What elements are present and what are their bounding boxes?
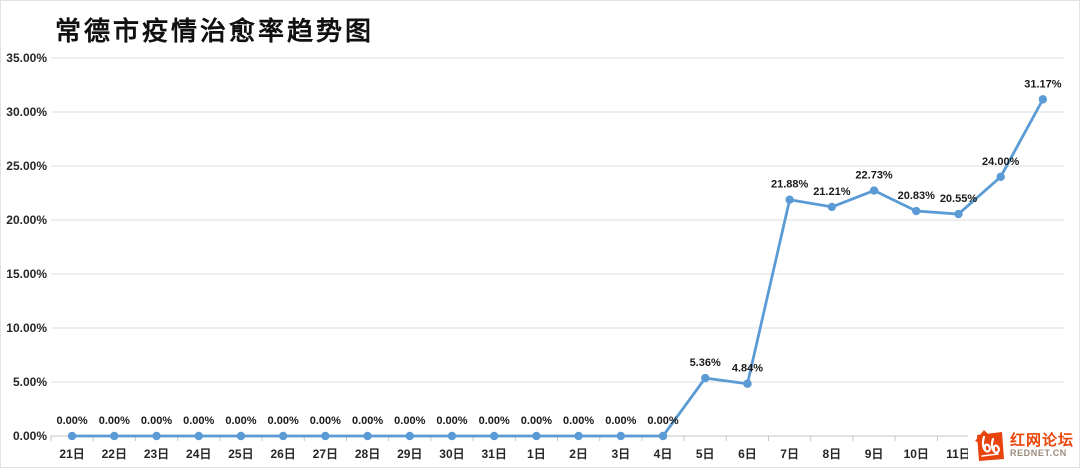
data-point [67, 431, 77, 441]
y-tick-label: 20.00% [6, 213, 47, 227]
data-label: 31.17% [1024, 78, 1062, 90]
y-tick-label: 25.00% [6, 159, 47, 173]
watermark: 红网论坛 REDNET.CN [967, 427, 1077, 464]
x-tick-label: 23日 [144, 447, 169, 461]
data-label: 0.00% [310, 415, 341, 427]
data-point [616, 431, 626, 441]
x-tick-label: 21日 [59, 447, 84, 461]
data-label: 20.55% [940, 193, 978, 205]
x-tick-label: 7日 [780, 447, 799, 461]
x-tick-label: 9日 [865, 447, 884, 461]
data-point [152, 431, 161, 441]
data-label: 0.00% [479, 415, 510, 427]
data-point [278, 431, 288, 441]
data-label: 0.00% [394, 415, 425, 427]
data-point [1038, 95, 1048, 104]
x-tick-label: 28日 [355, 447, 380, 461]
data-label: 0.00% [605, 415, 636, 427]
data-label: 0.00% [225, 415, 256, 427]
data-point [236, 431, 246, 441]
x-tick-label: 31日 [482, 447, 507, 461]
data-point [194, 431, 203, 441]
chart-title: 常德市疫情治愈率趋势图 [55, 16, 375, 46]
x-tick-label: 24日 [186, 447, 211, 461]
data-label: 0.00% [57, 415, 88, 427]
data-label: 22.73% [855, 170, 893, 182]
y-tick-label: 5.00% [13, 375, 47, 389]
y-tick-label: 0.00% [13, 429, 47, 443]
data-label: 0.00% [521, 415, 552, 427]
data-point [996, 172, 1005, 181]
data-point [743, 379, 752, 388]
x-tick-label: 25日 [228, 447, 253, 461]
data-label: 21.21% [813, 186, 851, 198]
data-label: 21.88% [771, 179, 809, 191]
x-tick-label: 29日 [397, 447, 422, 461]
data-label: 24.00% [982, 156, 1020, 168]
data-label: 0.00% [268, 415, 299, 427]
x-tick-label: 26日 [270, 447, 295, 461]
x-tick-label: 10日 [904, 447, 929, 461]
x-tick-label: 3日 [611, 447, 630, 461]
data-point [658, 431, 668, 441]
data-point [363, 431, 372, 441]
data-label: 0.00% [183, 415, 214, 427]
x-tick-label: 8日 [823, 447, 842, 461]
data-point [827, 202, 837, 212]
y-tick-label: 15.00% [6, 267, 47, 281]
x-tick-label: 11日 [946, 447, 971, 461]
data-point [869, 186, 879, 195]
data-point [532, 431, 541, 441]
x-tick-label: 6日 [738, 447, 757, 461]
data-point [574, 431, 583, 441]
y-tick-label: 30.00% [6, 105, 47, 119]
data-label: 0.00% [563, 415, 594, 427]
data-point [110, 431, 119, 441]
x-tick-label: 2日 [569, 447, 588, 461]
data-point [701, 373, 710, 383]
data-point [912, 206, 921, 216]
x-tick-label: 22日 [102, 447, 127, 461]
data-point [489, 431, 499, 441]
y-tick-label: 10.00% [6, 321, 47, 335]
y-tick-label: 35.00% [6, 51, 47, 65]
data-point [405, 431, 414, 441]
data-label: 0.00% [647, 415, 678, 427]
x-tick-label: 27日 [313, 447, 338, 461]
data-label: 0.00% [352, 415, 383, 427]
x-tick-label: 30日 [439, 447, 464, 461]
rednet-logo-icon [974, 430, 1004, 461]
x-tick-label: 4日 [654, 447, 673, 461]
watermark-site-url: REDNET.CN [1009, 447, 1067, 458]
data-label: 0.00% [436, 415, 467, 427]
data-label: 4.84% [732, 363, 763, 375]
data-label: 0.00% [99, 415, 130, 427]
data-point [447, 431, 457, 441]
x-tick-label: 5日 [696, 447, 715, 461]
x-tick-label: 1日 [527, 447, 546, 461]
data-label: 0.00% [141, 415, 172, 427]
data-point [321, 431, 330, 441]
data-point [954, 209, 963, 219]
data-label: 20.83% [898, 190, 936, 202]
data-point [785, 195, 794, 204]
trend-line [70, 97, 1045, 438]
watermark-site-name: 红网论坛 [1009, 431, 1074, 449]
data-label: 5.36% [690, 357, 721, 369]
